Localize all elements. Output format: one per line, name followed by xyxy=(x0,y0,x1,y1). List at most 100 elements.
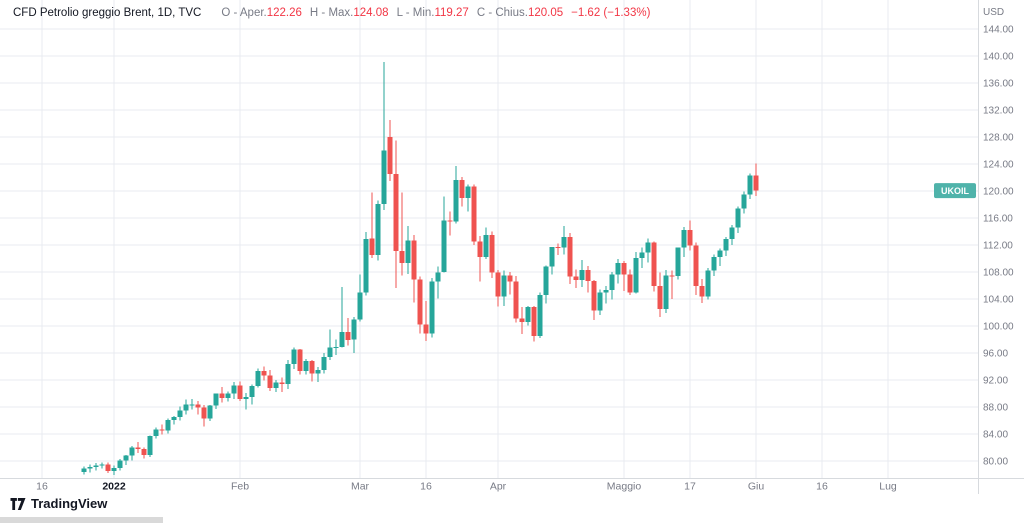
price-change: −1.62 (−1.33%) xyxy=(571,7,651,19)
candle-body xyxy=(729,227,735,239)
tradingview-logo-icon xyxy=(10,497,26,510)
time-tick-label: Feb xyxy=(231,481,249,493)
candle xyxy=(105,462,111,474)
candle xyxy=(123,454,129,466)
candle-body xyxy=(261,371,267,376)
candle-wick xyxy=(329,329,331,360)
candle-body xyxy=(711,257,717,271)
candle xyxy=(207,404,213,422)
candle xyxy=(369,192,375,258)
candle-body xyxy=(717,250,723,258)
price-tick-label: 80.00 xyxy=(983,457,1008,468)
candle xyxy=(615,259,621,284)
candle-body xyxy=(675,247,681,277)
candle-body xyxy=(507,275,513,282)
candle-wick xyxy=(173,415,175,425)
candle-body xyxy=(273,382,279,389)
price-tick-label: 84.00 xyxy=(983,430,1008,441)
candle xyxy=(525,305,531,326)
candle-body xyxy=(387,137,393,175)
candle xyxy=(141,447,147,459)
price-tick-label: 92.00 xyxy=(983,376,1008,387)
price-tick-label: 112.00 xyxy=(983,241,1013,252)
candle xyxy=(297,348,303,375)
candle-wick xyxy=(479,236,481,282)
candle-body xyxy=(375,203,381,256)
candle-body xyxy=(399,251,405,264)
candle xyxy=(567,232,573,285)
candle-body xyxy=(537,294,543,337)
ohlc-label: H - Max. xyxy=(309,7,354,19)
price-tick-label: 144.00 xyxy=(983,25,1014,36)
candle-body xyxy=(525,307,531,322)
candle-body xyxy=(237,385,243,399)
candle xyxy=(531,305,537,342)
tradingview-logo[interactable]: TradingView xyxy=(10,496,107,511)
symbol-price-badge-label: UKOIL xyxy=(941,186,970,196)
candle-body xyxy=(627,274,633,293)
candle xyxy=(555,243,561,256)
candle xyxy=(279,377,285,393)
candle xyxy=(675,247,681,280)
candle xyxy=(231,382,237,399)
candle xyxy=(399,192,405,276)
symbol-price-badge: UKOIL xyxy=(934,183,976,199)
candle-wick xyxy=(383,62,385,210)
candle-body xyxy=(159,429,165,431)
candle-body xyxy=(345,332,351,341)
candle-body xyxy=(447,220,453,222)
candle xyxy=(129,446,135,461)
candle-body xyxy=(225,393,231,399)
candle-body xyxy=(207,405,213,419)
candle-body xyxy=(255,371,261,387)
candle-body xyxy=(657,286,663,310)
candle xyxy=(477,236,483,282)
candle-body xyxy=(471,186,477,242)
candle xyxy=(405,226,411,275)
time-axis[interactable]: 16 2022 Feb Mar 16 Apr Maggio 17 Giu 16 Lug xyxy=(36,481,897,493)
candle-body xyxy=(339,332,345,347)
time-tick-label: 16 xyxy=(36,481,48,493)
candle xyxy=(99,462,105,469)
candle xyxy=(195,400,201,415)
candle-wick xyxy=(317,367,319,383)
candle-body xyxy=(435,272,441,282)
candle xyxy=(93,463,99,471)
candle-body xyxy=(405,240,411,264)
candle xyxy=(687,220,693,251)
candle-body xyxy=(87,467,93,469)
candle-body xyxy=(591,280,597,311)
candle xyxy=(225,391,231,402)
price-tick-label: 140.00 xyxy=(983,52,1014,63)
time-tick-label: Mar xyxy=(351,481,370,493)
candle-body xyxy=(621,263,627,275)
currency-label: USD xyxy=(983,7,1004,18)
candle-body xyxy=(633,257,639,293)
candle xyxy=(393,140,399,289)
candle xyxy=(81,466,87,475)
candle xyxy=(273,380,279,393)
candle xyxy=(711,254,717,277)
symbol-price-badge-bg xyxy=(934,183,976,199)
candle-body xyxy=(195,404,201,408)
candle-body xyxy=(327,347,333,358)
candle-body xyxy=(441,220,447,272)
candle xyxy=(309,359,315,382)
candle xyxy=(699,278,705,304)
candle-body xyxy=(489,234,495,273)
candle-body xyxy=(699,286,705,297)
candle-wick xyxy=(347,317,349,346)
candle-body xyxy=(735,208,741,228)
grid xyxy=(0,0,978,478)
candle-body xyxy=(117,460,123,468)
price-axis[interactable]: 144.00 140.00 136.00 132.00 128.00 124.00 120.… xyxy=(983,25,1014,468)
symbol-title[interactable]: CFD Petrolio greggio Brent, 1D, TVC xyxy=(13,7,202,19)
candle xyxy=(705,267,711,300)
candle xyxy=(249,384,255,405)
candle-body xyxy=(753,175,759,191)
candle xyxy=(339,286,345,348)
candle-body xyxy=(393,174,399,252)
candle-body xyxy=(171,417,177,420)
chart-legend: CFD Petrolio greggio Brent, 1D, TVC O - A… xyxy=(13,7,650,19)
